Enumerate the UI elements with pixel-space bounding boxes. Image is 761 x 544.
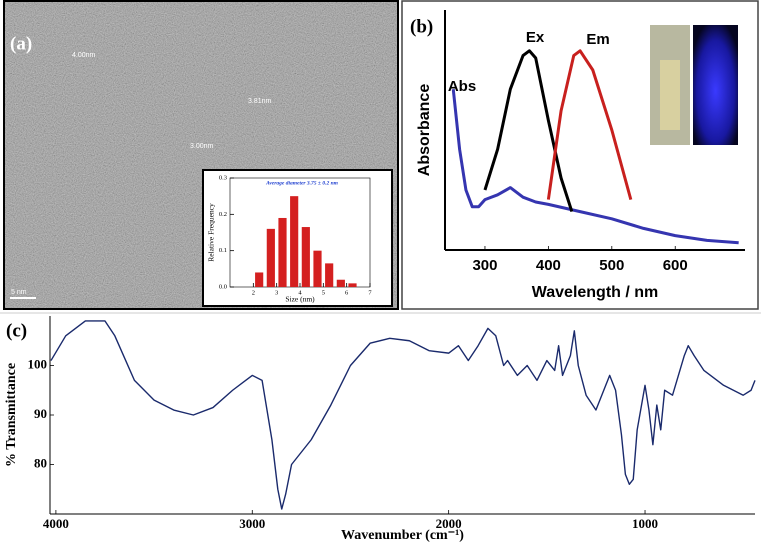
panel-label: (a) (10, 33, 32, 54)
line (50, 320, 756, 510)
x-axis-label: Size (nm) (285, 295, 315, 304)
tem-annotation: 4.00nm (72, 52, 96, 59)
y-tick-label: 100 (28, 356, 48, 371)
x-tick-label: 2000 (436, 516, 462, 531)
histogram-bar (313, 250, 322, 287)
line (451, 89, 739, 245)
cuvette-liquid (660, 60, 680, 130)
x-tick-label: 4 (298, 289, 302, 296)
x-tick-label: 600 (663, 257, 688, 274)
x-tick-label: 6 (345, 289, 349, 296)
y-tick-label: 0.3 (219, 174, 227, 181)
x-axis-label: Wavenumber (cm⁻¹) (341, 528, 464, 543)
x-tick-label: 3000 (239, 516, 265, 531)
panel-label: (b) (410, 16, 433, 37)
y-tick-label: 0.0 (219, 283, 227, 290)
tem-annotation: 3.81nm (248, 98, 272, 105)
histogram-bar (255, 272, 264, 287)
line (483, 49, 574, 213)
y-tick-label: 0.2 (219, 211, 227, 218)
y-tick-label: 0.1 (219, 247, 227, 254)
cuvette-photo-uv (693, 25, 738, 145)
y-tick-label: 90 (34, 406, 47, 421)
histogram-bar (301, 227, 310, 287)
histogram-bar (325, 263, 334, 287)
x-axis-label: Wavelength / nm (532, 284, 659, 301)
y-tick-label: 80 (34, 455, 47, 470)
panel-a-border (3, 0, 399, 310)
histogram-bar (266, 228, 275, 287)
histogram-bar (336, 279, 345, 287)
histogram-bar (290, 196, 299, 287)
histogram-bar (278, 217, 287, 287)
series-label: Abs (448, 78, 476, 95)
x-tick-label: 400 (536, 257, 561, 274)
histogram-bar (348, 283, 357, 287)
x-tick-label: 5 (322, 289, 325, 296)
x-tick-label: 4000 (43, 516, 69, 531)
x-tick-label: 7 (368, 289, 372, 296)
line (546, 49, 633, 200)
series-label: Ex (526, 29, 545, 46)
x-tick-label: 300 (472, 257, 497, 274)
y-axis-label: % Transmittance (4, 363, 19, 467)
x-tick-label: 2 (252, 289, 255, 296)
y-axis-label: Absorbance (416, 84, 433, 177)
x-tick-label: 3 (275, 289, 278, 296)
x-tick-label: 500 (599, 257, 624, 274)
series-label: Em (586, 31, 609, 48)
y-axis-label: Relative Frequency (207, 203, 216, 262)
scale-bar-label: 5 nm (11, 289, 27, 296)
chart-title: Average diameter 3.75 ± 0.2 nm (265, 180, 339, 186)
tem-annotation: 3.00nm (190, 143, 214, 150)
panel-label: (c) (6, 320, 27, 341)
x-tick-label: 1000 (632, 516, 658, 531)
